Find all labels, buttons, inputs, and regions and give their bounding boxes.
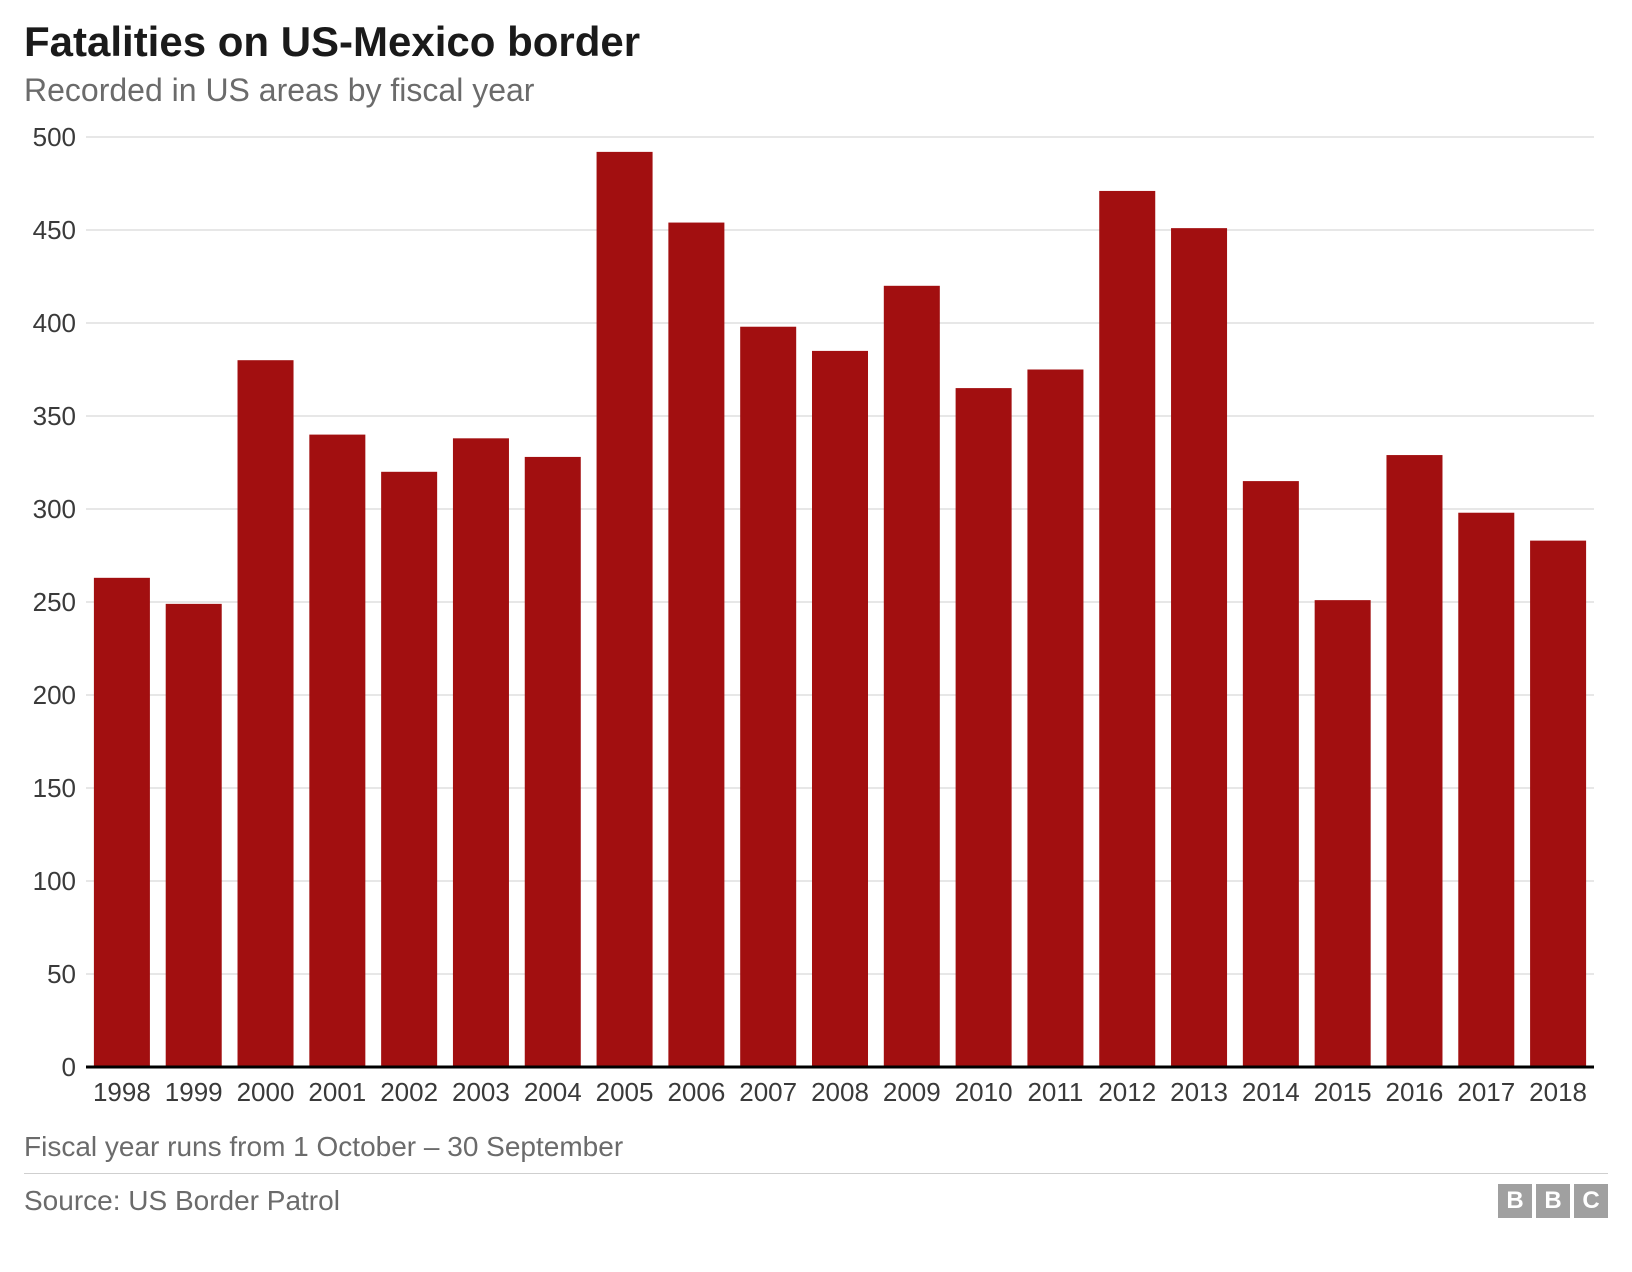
bar: [740, 327, 796, 1067]
x-axis-label: 2000: [237, 1077, 295, 1107]
x-axis-label: 2004: [524, 1077, 582, 1107]
source-row: Source: US Border Patrol B B C: [24, 1173, 1608, 1218]
x-axis-label: 2003: [452, 1077, 510, 1107]
y-axis-label: 50: [47, 959, 76, 989]
bar: [94, 578, 150, 1067]
bar: [381, 472, 437, 1067]
y-axis-label: 400: [33, 308, 76, 338]
x-axis-label: 2012: [1098, 1077, 1156, 1107]
bar-chart-svg: 0 50 100 150 200 250 300 350 400 450 500 1998 1999 20…: [24, 127, 1604, 1117]
bar: [309, 435, 365, 1067]
bar: [1099, 191, 1155, 1067]
y-axis-label: 500: [33, 127, 76, 152]
chart-area: 0 50 100 150 200 250 300 350 400 450 500 1998 1999 20…: [24, 127, 1608, 1117]
bar: [597, 152, 653, 1067]
chart-subtitle: Recorded in US areas by fiscal year: [24, 72, 1608, 109]
y-axis-label: 0: [62, 1052, 76, 1082]
bbc-logo: B B C: [1498, 1184, 1608, 1218]
y-axis-label: 350: [33, 401, 76, 431]
x-axis-label: 2007: [739, 1077, 797, 1107]
x-axis-label: 2017: [1457, 1077, 1515, 1107]
y-axis-label: 150: [33, 773, 76, 803]
x-axis-label: 2008: [811, 1077, 869, 1107]
bar: [1171, 228, 1227, 1067]
x-axis-label: 2006: [667, 1077, 725, 1107]
bar: [525, 457, 581, 1067]
x-axis-label: 2009: [883, 1077, 941, 1107]
x-axis-label: 2005: [596, 1077, 654, 1107]
bar: [1530, 541, 1586, 1067]
bar: [238, 360, 294, 1067]
x-axis-label: 2018: [1529, 1077, 1587, 1107]
x-axis-label: 2001: [308, 1077, 366, 1107]
bar: [1243, 481, 1299, 1067]
bar: [453, 438, 509, 1067]
chart-source: Source: US Border Patrol: [24, 1185, 340, 1217]
x-axis-label: 2011: [1027, 1077, 1083, 1107]
x-axis-label: 2013: [1170, 1077, 1228, 1107]
bar: [956, 388, 1012, 1067]
chart-footnote: Fiscal year runs from 1 October – 30 Sep…: [24, 1131, 1608, 1163]
y-axis-label: 100: [33, 866, 76, 896]
bar: [884, 286, 940, 1067]
bbc-logo-letter: B: [1498, 1184, 1532, 1218]
bbc-logo-letter: C: [1574, 1184, 1608, 1218]
y-axis-label: 250: [33, 587, 76, 617]
bar: [166, 604, 222, 1067]
bar: [812, 351, 868, 1067]
bar: [1315, 600, 1371, 1067]
y-axis-label: 200: [33, 680, 76, 710]
x-axis-label: 2016: [1386, 1077, 1444, 1107]
y-axis-label: 450: [33, 215, 76, 245]
bbc-logo-letter: B: [1536, 1184, 1570, 1218]
y-axis-label: 300: [33, 494, 76, 524]
x-axis-label: 1999: [165, 1077, 223, 1107]
chart-container: Fatalities on US-Mexico border Recorded …: [0, 0, 1632, 1272]
x-axis-label: 2015: [1314, 1077, 1372, 1107]
x-axis-label: 1998: [93, 1077, 151, 1107]
bar: [1386, 455, 1442, 1067]
bar: [668, 223, 724, 1067]
bar: [1027, 370, 1083, 1068]
bar: [1458, 513, 1514, 1067]
chart-title: Fatalities on US-Mexico border: [24, 18, 1608, 66]
x-axis-label: 2010: [955, 1077, 1013, 1107]
x-axis-label: 2002: [380, 1077, 438, 1107]
x-axis-label: 2014: [1242, 1077, 1300, 1107]
